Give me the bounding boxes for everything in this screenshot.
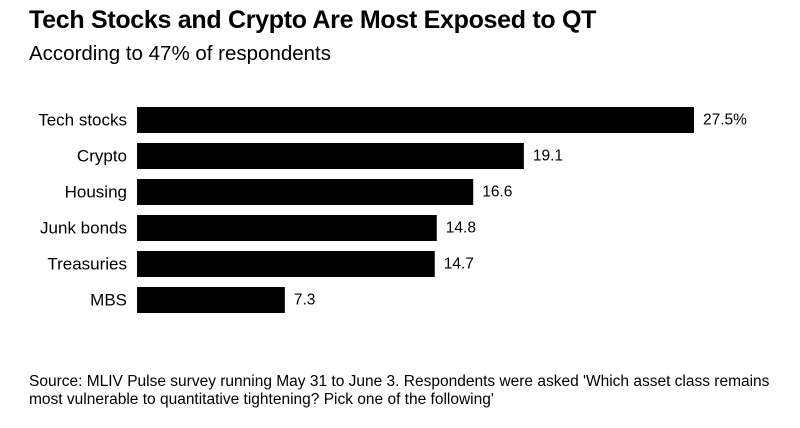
category-label: Housing	[65, 183, 127, 202]
bar	[137, 179, 474, 205]
data-label: 27.5%	[703, 112, 747, 129]
data-label: 7.3	[294, 292, 316, 309]
bar	[137, 251, 435, 277]
data-label: 16.6	[482, 184, 512, 201]
bar-chart-svg: Tech stocks 27.5% Crypto 19.1 Housing 16.6 Jun…	[38, 107, 747, 313]
chart-subtitle: According to 47% of respondents	[29, 42, 331, 65]
category-label: Tech stocks	[38, 111, 127, 130]
category-label: MBS	[90, 291, 127, 310]
bar	[137, 107, 694, 133]
bar	[137, 287, 285, 313]
data-label: 14.8	[446, 220, 476, 237]
bar	[137, 143, 524, 169]
data-label: 14.7	[444, 256, 474, 273]
category-label: Crypto	[77, 147, 127, 166]
data-label: 19.1	[533, 148, 563, 165]
chart-title: Tech Stocks and Crypto Are Most Exposed …	[29, 6, 597, 34]
category-label: Treasuries	[47, 255, 127, 274]
category-label: Junk bonds	[40, 219, 127, 238]
source-note: Source: MLIV Pulse survey running May 31…	[29, 373, 770, 408]
bar	[137, 215, 437, 241]
bar-chart: Tech stocks 27.5% Crypto 19.1 Housing 16.6 Jun…	[0, 95, 800, 325]
